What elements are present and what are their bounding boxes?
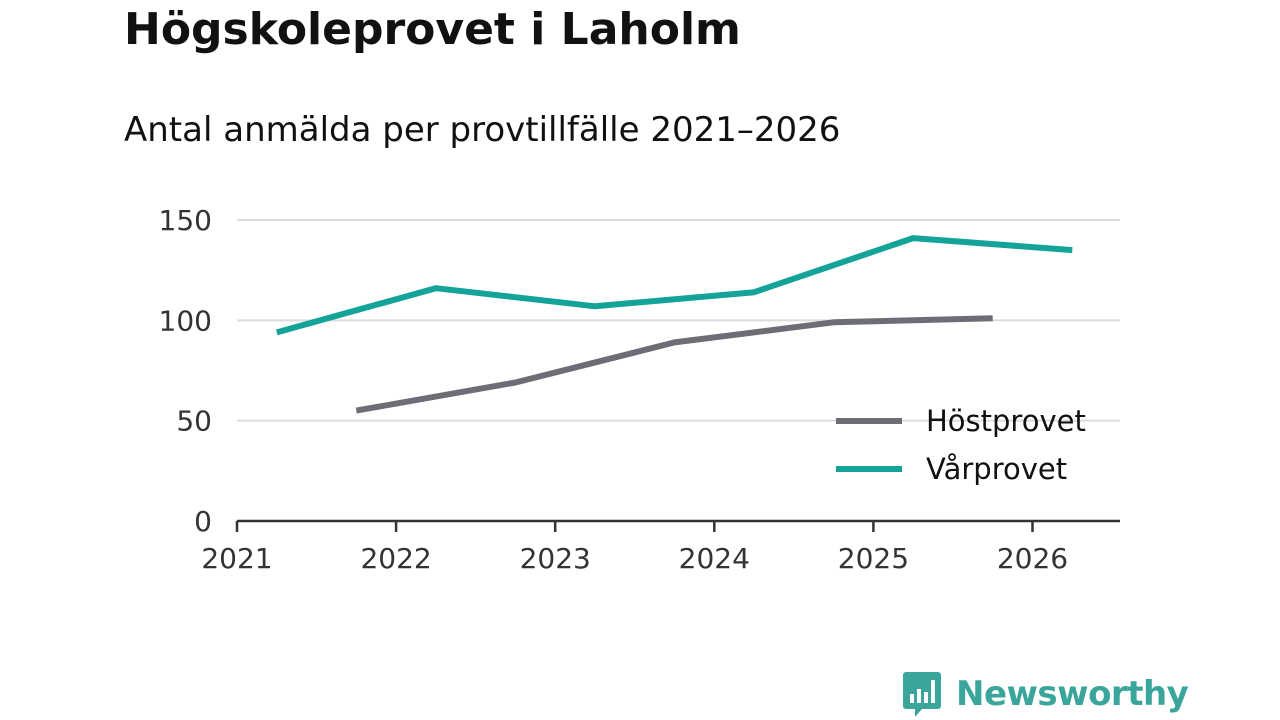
series-line-v-rprovet	[275, 235, 1073, 336]
legend: Höstprovet Vårprovet	[836, 404, 1086, 486]
x-tick-label: 2023	[520, 542, 591, 575]
y-tick-label: 100	[159, 304, 212, 337]
x-tick-label: 2021	[201, 542, 272, 575]
x-tick-label: 2024	[679, 542, 750, 575]
y-tick-label: 0	[194, 505, 212, 538]
x-tick-label: 2022	[360, 542, 431, 575]
newsworthy-bar-chart-icon	[903, 672, 941, 717]
x-tick-label: 2026	[997, 542, 1068, 575]
chart-subtitle: Antal anmälda per provtillfälle 2021–202…	[124, 110, 841, 150]
brand-name: Newsworthy	[956, 674, 1189, 714]
legend-label: Höstprovet	[926, 404, 1086, 438]
axes: 0 50 100 150 2021 2022 2023 2024 2025 2026	[159, 204, 1120, 575]
legend-label: Vårprovet	[926, 452, 1067, 486]
x-tick-label: 2025	[838, 542, 909, 575]
y-tick-label: 50	[176, 405, 212, 438]
newsworthy-logo: Newsworthy	[902, 670, 1189, 718]
chart-title: Högskoleprovet i Laholm	[124, 4, 741, 55]
series-line-h-stprovet	[355, 315, 993, 414]
series-lines	[275, 235, 1073, 414]
y-tick-label: 150	[159, 204, 212, 237]
